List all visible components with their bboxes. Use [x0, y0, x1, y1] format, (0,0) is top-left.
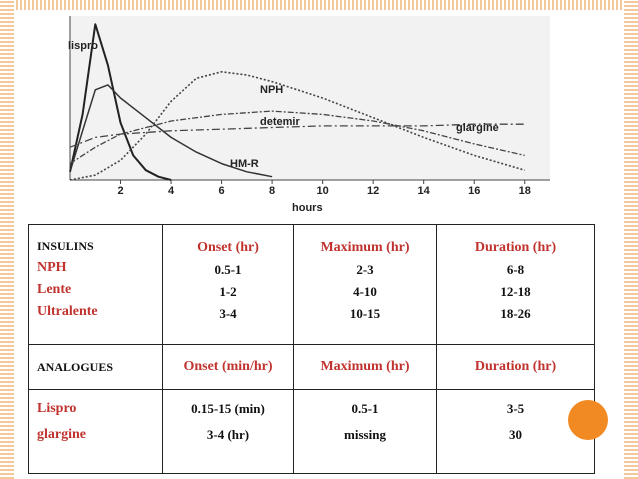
onset-cell: Onset (hr) 0.5-1 1-2 3-4: [162, 224, 294, 345]
series-line-hm-r: [69, 84, 273, 178]
duration-cell: Duration (hr) 6-8 12-18 18-26: [436, 224, 595, 345]
onset-value: 0.5-1: [214, 262, 242, 277]
x-tick-label: 10: [316, 185, 329, 197]
x-tick-label: 6: [218, 185, 225, 197]
analogue-maximum-value: 0.5-1: [351, 401, 379, 416]
series-line-nph: [69, 70, 525, 181]
x-tick-label: 8: [269, 185, 276, 197]
table-row-analogues: Lispro glargine 0.15-15 (min) 3-4 (hr) 0…: [28, 389, 595, 474]
analogue-names-cell: Lispro glargine: [28, 389, 163, 474]
series-line-detemir: [69, 110, 525, 165]
insulin-action-chart: lispro NPH detemir glargine HM-R 2 4 6 8 10 1…: [60, 10, 560, 220]
maximum-analogue-header-cell: Maximum (hr): [293, 344, 437, 390]
analogue-onset-cell: 0.15-15 (min) 3-4 (hr): [162, 389, 294, 474]
onset-value: 1-2: [219, 284, 237, 299]
analogue-duration-value: 3-5: [506, 401, 525, 416]
maximum-value: 2-3: [356, 262, 374, 277]
duration-value: 12-18: [500, 284, 531, 299]
label-hmr: HM-R: [230, 158, 259, 170]
x-tick-label: 14: [417, 185, 430, 197]
insulin-lente: Lente: [37, 282, 72, 297]
maximum-cell: Maximum (hr) 2-3 4-10 10-15: [293, 224, 437, 345]
x-tick-label: 4: [167, 185, 175, 197]
maximum-analogue-header: Maximum (hr): [320, 359, 410, 374]
analogue-duration-cell: 3-5 30: [436, 389, 595, 474]
series-line-glargine: [69, 123, 525, 148]
label-lispro: lispro: [68, 40, 98, 52]
maximum-header: Maximum (hr): [320, 240, 410, 255]
series-line-lispro: [69, 23, 172, 181]
decorative-frame-left: [0, 0, 14, 479]
analogue-onset-value: 0.15-15 (min): [191, 401, 265, 416]
duration-value: 18-26: [500, 306, 531, 321]
onset-analogue-header: Onset (min/hr): [183, 359, 273, 374]
insulin-table: INSULINS NPH Lente Ultralente Onset (hr)…: [28, 224, 595, 474]
insulins-header: INSULINS: [37, 239, 94, 253]
x-tick-label: 2: [117, 185, 124, 197]
analogues-cell: ANALOGUES: [28, 344, 163, 390]
insulins-cell: INSULINS NPH Lente Ultralente: [28, 224, 163, 345]
analogue-duration-value: 30: [509, 427, 522, 442]
analogues-header: ANALOGUES: [37, 360, 114, 374]
duration-analogue-header: Duration (hr): [474, 359, 557, 374]
insulin-ultralente: Ultralente: [37, 304, 98, 319]
duration-analogue-header-cell: Duration (hr): [436, 344, 595, 390]
onset-analogue-header-cell: Onset (min/hr): [162, 344, 294, 390]
maximum-value: 10-15: [349, 306, 381, 321]
duration-header: Duration (hr): [474, 240, 557, 255]
label-glargine: glargine: [456, 122, 499, 134]
maximum-value: 4-10: [353, 284, 377, 299]
x-tick-label: 18: [518, 185, 531, 197]
insulin-nph: NPH: [37, 260, 67, 275]
x-tick-label: 16: [468, 185, 481, 197]
x-axis-label: hours: [292, 202, 323, 214]
duration-value: 6-8: [506, 262, 525, 277]
decorative-frame-top: [0, 0, 638, 10]
table-row-insulins: INSULINS NPH Lente Ultralente Onset (hr)…: [28, 224, 595, 345]
chart-svg: [69, 16, 550, 184]
label-detemir: detemir: [260, 116, 300, 128]
plot-background: [70, 16, 550, 180]
analogue-lispro: Lispro: [37, 401, 77, 416]
analogue-onset-value: 3-4 (hr): [206, 427, 250, 442]
decorative-orange-circle: [568, 400, 608, 440]
table-row-analogues-header: ANALOGUES Onset (min/hr) Maximum (hr) Du…: [28, 344, 595, 390]
onset-value: 3-4: [219, 306, 237, 321]
analogue-glargine: glargine: [37, 427, 86, 442]
analogue-maximum-value: missing: [344, 427, 386, 442]
label-nph: NPH: [260, 84, 284, 96]
x-tick-label: 12: [367, 185, 380, 197]
decorative-frame-right: [624, 0, 638, 479]
onset-header: Onset (hr): [197, 240, 259, 255]
analogue-maximum-cell: 0.5-1 missing: [293, 389, 437, 474]
